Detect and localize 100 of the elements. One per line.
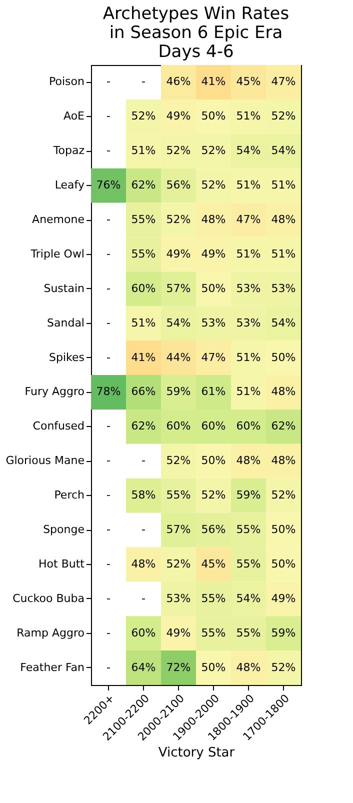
data-label: 49% [166, 110, 191, 123]
data-label: 45% [201, 557, 226, 570]
data-label: 78% [96, 385, 121, 398]
y-tick-label: Sponge [43, 523, 85, 536]
text: - [106, 488, 110, 502]
data-label: 47% [271, 75, 296, 88]
data-label: 59% [236, 488, 261, 502]
data-label: 49% [166, 247, 191, 260]
data-label: 59% [271, 626, 296, 640]
data-label: 51% [236, 385, 261, 398]
data-label: 62% [131, 420, 156, 433]
text: - [106, 626, 110, 640]
text: - [106, 110, 110, 123]
text: - [142, 454, 146, 468]
data-label: 52% [166, 213, 191, 226]
data-label: 50% [201, 282, 226, 295]
data-label: 50% [201, 110, 226, 123]
data-label: 52% [131, 110, 156, 123]
text: - [142, 75, 146, 88]
data-label: 49% [166, 626, 191, 640]
data-label: 46% [166, 75, 191, 88]
text: - [106, 316, 110, 330]
data-label: 52% [271, 488, 296, 502]
data-label: 41% [201, 75, 226, 88]
data-label: 51% [131, 316, 156, 330]
data-label: 51% [271, 178, 296, 192]
data-label: 53% [271, 282, 296, 295]
text: - [142, 592, 146, 605]
data-label: 48% [201, 213, 226, 226]
data-label: 52% [166, 557, 191, 570]
y-tick-label: Spikes [49, 350, 85, 364]
data-label: 60% [166, 420, 191, 433]
text: - [106, 75, 110, 88]
data-label: 64% [131, 660, 156, 674]
data-label: 48% [131, 557, 156, 570]
data-label: 54% [236, 592, 261, 605]
text: - [106, 523, 110, 536]
data-label: 52% [201, 488, 226, 502]
y-tick-label: Poison [49, 75, 85, 88]
data-label: 49% [201, 247, 226, 260]
text: - [106, 350, 110, 364]
data-label: 48% [271, 454, 296, 468]
data-label: 52% [166, 144, 191, 158]
text: - [106, 557, 110, 570]
data-label: 51% [236, 247, 261, 260]
data-label: 52% [201, 144, 226, 158]
chart-title: Archetypes Win Rates in Season 6 Epic Era Days 4-6 [102, 4, 290, 62]
data-label: 48% [236, 454, 261, 468]
y-tick-label: Glorious Mane [6, 454, 85, 468]
text: - [106, 420, 110, 433]
data-label: 54% [271, 144, 296, 158]
y-tick-label: Triple Owl [30, 247, 84, 260]
data-label: 55% [131, 213, 156, 226]
data-label: 55% [236, 557, 261, 570]
text: - [106, 144, 110, 158]
data-label: 44% [166, 350, 191, 364]
y-tick-label: Leafy [54, 178, 85, 192]
data-label: 60% [201, 420, 226, 433]
data-label: 61% [201, 385, 226, 398]
data-label: 50% [271, 523, 296, 536]
data-label: 72% [166, 660, 191, 674]
text: - [106, 592, 110, 605]
data-label: 51% [131, 144, 156, 158]
data-label: 66% [131, 385, 156, 398]
data-label: 54% [271, 316, 296, 330]
data-label: 55% [201, 626, 226, 640]
data-label: 52% [166, 454, 191, 468]
data-label: 53% [201, 316, 226, 330]
data-label: 53% [236, 316, 261, 330]
data-label: 76% [96, 178, 121, 192]
data-label: 62% [271, 420, 296, 433]
data-label: 60% [131, 626, 156, 640]
text: - [106, 247, 110, 260]
data-label: 62% [131, 178, 156, 192]
data-label: 45% [236, 75, 261, 88]
y-tick-label: Hot Butt [38, 557, 86, 570]
y-tick-label: Anemone [32, 213, 85, 226]
data-label: 47% [236, 213, 261, 226]
data-label: 53% [166, 592, 191, 605]
data-label: 55% [201, 592, 226, 605]
y-tick-label: Cuckoo Buba [12, 592, 84, 605]
data-label: 41% [131, 350, 156, 364]
text: - [142, 523, 146, 536]
data-label: 51% [236, 350, 261, 364]
x-axis-title: Victory Star [158, 746, 236, 761]
data-label: 56% [201, 523, 226, 536]
data-label: 56% [166, 178, 191, 192]
data-label: 53% [236, 282, 261, 295]
y-tick-label: Fury Aggro [24, 385, 85, 398]
data-label: 60% [131, 282, 156, 295]
data-label: 51% [271, 247, 296, 260]
y-tick-label: Feather Fan [20, 660, 85, 674]
data-label: 50% [271, 557, 296, 570]
data-label: 54% [166, 316, 191, 330]
data-label: 47% [201, 350, 226, 364]
data-label: 52% [271, 110, 296, 123]
data-label: 48% [236, 660, 261, 674]
data-label: 55% [166, 488, 191, 502]
data-label: 60% [236, 420, 261, 433]
data-label: 48% [271, 385, 296, 398]
